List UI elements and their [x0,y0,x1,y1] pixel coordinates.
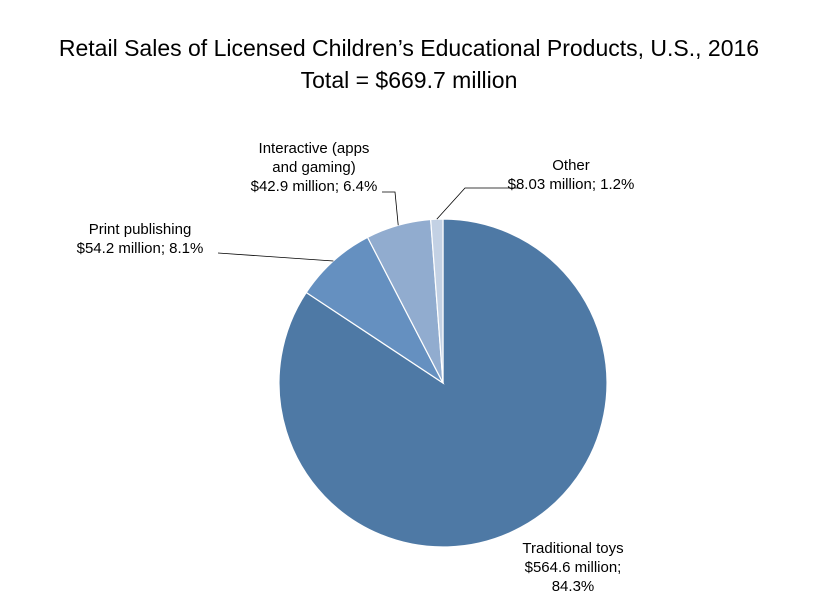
slice-labels: Traditional toys $564.6 million; 84.3% Prin… [77,140,635,595]
slice-label-line: $54.2 million; 8.1% [77,240,204,257]
slice-label-line: $42.9 million; 6.4% [251,178,378,195]
pie-slice-traditional-toys [278,218,608,548]
slice-label-line: $8.03 million; 1.2% [508,176,635,193]
slice-label-line: Interactive (apps [259,140,370,157]
slice-label: Traditional toys $564.6 million; 84.3% [522,540,623,595]
slice-label: Other $8.03 million; 1.2% [508,157,635,193]
chart-title: Retail Sales of Licensed Children’s Educ… [59,35,759,61]
slice-label-line: Other [552,157,590,174]
slice-label-line: 84.3% [552,578,595,595]
slice-label: Interactive (apps and gaming) $42.9 millio… [251,140,378,195]
slice-label-line: Print publishing [89,221,192,238]
slice-label: Print publishing $54.2 million; 8.1% [77,221,204,257]
chart-subtitle: Total = $669.7 million [301,67,518,93]
slice-label-line: Traditional toys [522,540,623,557]
slice-label-line: and gaming) [272,159,355,176]
slice-label-line: $564.6 million; [525,559,622,576]
pie-slices [278,218,608,548]
leader-line [382,191,399,226]
leader-lines [217,187,520,262]
leader-line [217,252,334,262]
leader-line [436,187,520,220]
